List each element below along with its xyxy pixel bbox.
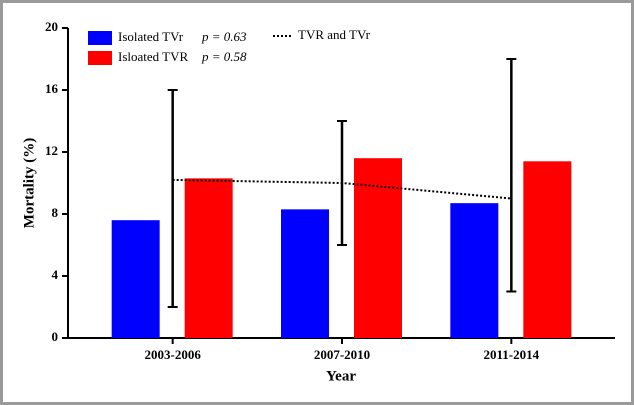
- y-tick-label: 4: [52, 267, 59, 282]
- y-axis-label: Mortality (%): [21, 138, 37, 228]
- bar: [281, 209, 329, 338]
- legend-annotation: p = 0.58: [201, 49, 247, 64]
- bar: [523, 161, 572, 338]
- legend-swatch: [88, 51, 112, 65]
- y-tick-label: 16: [45, 81, 59, 96]
- x-tick-label: 2007-2010: [314, 347, 370, 362]
- legend-label: TVR and TVr: [298, 27, 371, 42]
- y-tick-label: 12: [45, 143, 58, 158]
- legend-label: Isloated TVR: [118, 49, 188, 64]
- y-tick-label: 0: [52, 329, 59, 344]
- x-axis-label: Year: [326, 368, 356, 384]
- x-tick-label: 2011-2014: [484, 347, 540, 362]
- legend-label: Isolated TVr: [118, 29, 184, 44]
- y-tick-label: 8: [52, 205, 59, 220]
- bar: [111, 220, 160, 338]
- legend-swatch: [88, 31, 112, 45]
- legend-annotation: p = 0.63: [201, 29, 247, 44]
- y-tick-label: 20: [45, 19, 58, 34]
- bar: [184, 178, 233, 338]
- x-tick-label: 2003-2006: [144, 347, 201, 362]
- bar: [450, 203, 499, 338]
